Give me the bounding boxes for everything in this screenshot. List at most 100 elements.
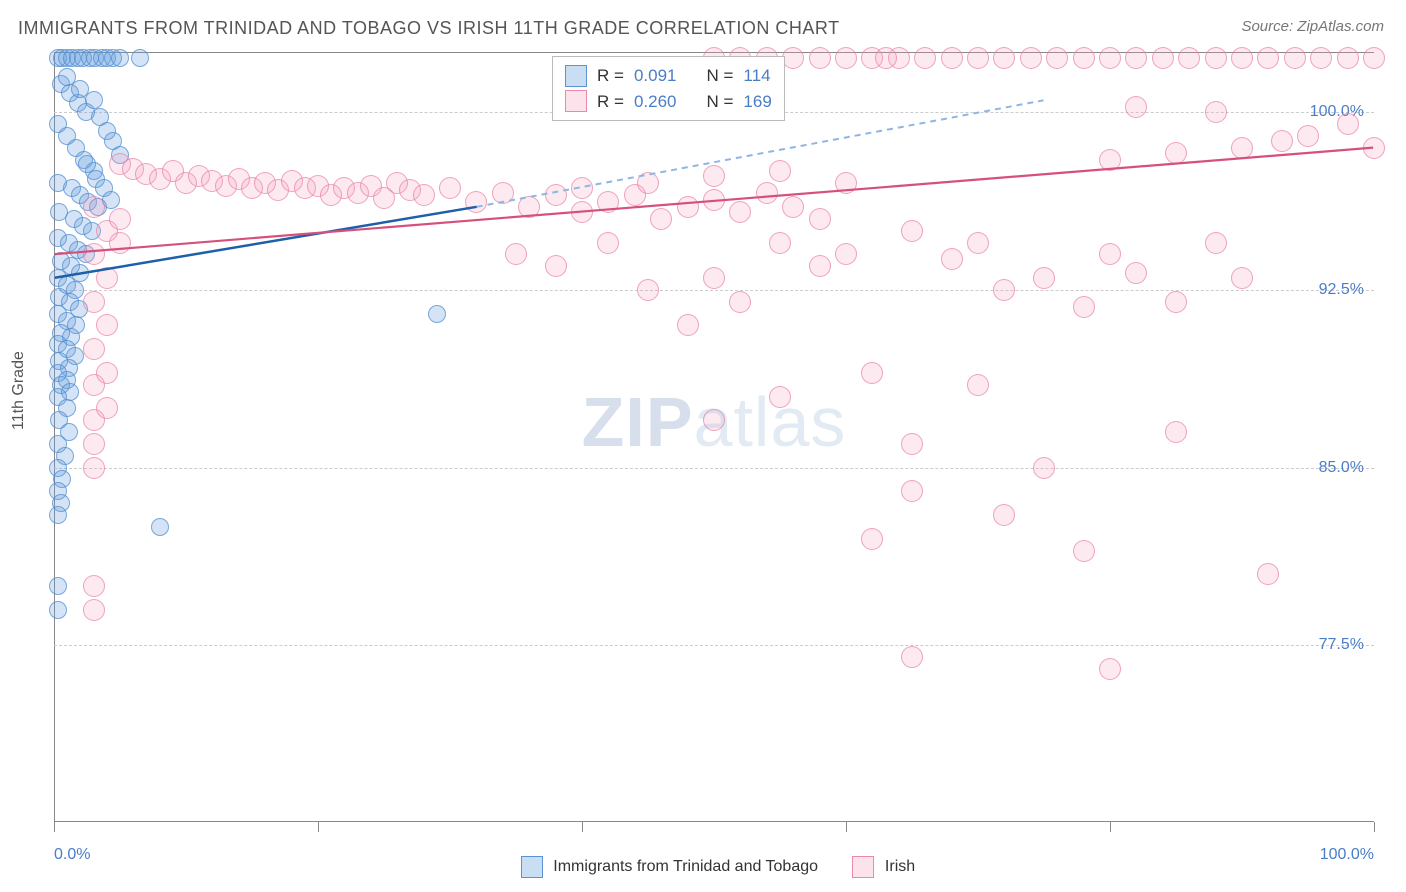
scatter-point-b: [109, 208, 131, 230]
x-tick-label: 0.0%: [54, 846, 90, 864]
y-tick-label: 92.5%: [1319, 281, 1364, 299]
scatter-point-a: [49, 601, 67, 619]
scatter-point-b: [1099, 47, 1121, 69]
scatter-point-b: [571, 201, 593, 223]
scatter-point-b: [1363, 137, 1385, 159]
scatter-point-b: [703, 409, 725, 431]
x-tick-label: 100.0%: [1320, 846, 1374, 864]
scatter-point-b: [1297, 125, 1319, 147]
x-tick-mark: [54, 822, 55, 832]
scatter-point-b: [597, 191, 619, 213]
gridline-h: [54, 468, 1374, 469]
y-axis-title: 11th Grade: [10, 351, 28, 430]
scatter-point-b: [861, 528, 883, 550]
legend-r-value: 0.260: [634, 89, 677, 115]
scatter-point-b: [83, 243, 105, 265]
legend-swatch-b-icon: [852, 856, 874, 878]
scatter-point-b: [993, 47, 1015, 69]
scatter-point-b: [505, 243, 527, 265]
scatter-point-b: [914, 47, 936, 69]
x-tick-mark: [318, 822, 319, 832]
x-tick-mark: [1110, 822, 1111, 832]
scatter-point-b: [809, 208, 831, 230]
scatter-point-b: [465, 191, 487, 213]
scatter-point-b: [769, 232, 791, 254]
scatter-point-b: [650, 208, 672, 230]
scatter-point-b: [96, 362, 118, 384]
legend-swatch-a-icon: [565, 65, 587, 87]
scatter-point-b: [967, 47, 989, 69]
page-root: IMMIGRANTS FROM TRINIDAD AND TOBAGO VS I…: [0, 0, 1406, 892]
scatter-point-b: [1073, 296, 1095, 318]
scatter-point-b: [83, 575, 105, 597]
scatter-point-b: [1231, 267, 1253, 289]
scatter-point-b: [1073, 540, 1095, 562]
legend-label-a: Immigrants from Trinidad and Tobago: [553, 858, 818, 875]
x-axis-line: [54, 821, 1374, 822]
scatter-point-b: [83, 433, 105, 455]
scatter-point-b: [83, 291, 105, 313]
scatter-point-b: [1310, 47, 1332, 69]
scatter-point-b: [1125, 262, 1147, 284]
scatter-point-b: [109, 232, 131, 254]
legend-r-label: R =: [597, 63, 624, 89]
scatter-point-b: [545, 184, 567, 206]
scatter-point-b: [967, 232, 989, 254]
scatter-point-b: [1231, 47, 1253, 69]
scatter-point-b: [993, 279, 1015, 301]
scatter-point-b: [861, 362, 883, 384]
scatter-point-b: [545, 255, 567, 277]
scatter-point-b: [1020, 47, 1042, 69]
legend-n-label: N =: [706, 89, 733, 115]
gridline-h: [54, 645, 1374, 646]
legend-swatch-a-icon: [521, 856, 543, 878]
scatter-point-b: [875, 47, 897, 69]
scatter-point-a: [85, 91, 103, 109]
scatter-point-b: [96, 267, 118, 289]
scatter-point-b: [1125, 47, 1147, 69]
scatter-point-b: [1363, 47, 1385, 69]
scatter-point-b: [413, 184, 435, 206]
scatter-point-b: [1205, 47, 1227, 69]
scatter-point-b: [83, 196, 105, 218]
scatter-point-b: [782, 196, 804, 218]
scatter-point-a: [49, 577, 67, 595]
scatter-point-b: [941, 47, 963, 69]
scatter-point-b: [637, 279, 659, 301]
scatter-point-b: [439, 177, 461, 199]
scatter-point-b: [518, 196, 540, 218]
scatter-point-b: [1152, 47, 1174, 69]
correlation-legend: R = 0.091 N = 114 R = 0.260 N = 169: [552, 56, 785, 121]
legend-label-b: Irish: [885, 858, 915, 875]
scatter-point-a: [151, 518, 169, 536]
scatter-point-b: [756, 182, 778, 204]
legend-n-value: 114: [743, 63, 770, 89]
scatter-point-b: [1337, 113, 1359, 135]
scatter-point-b: [703, 189, 725, 211]
scatter-point-b: [901, 646, 923, 668]
legend-r-label: R =: [597, 89, 624, 115]
scatter-point-b: [729, 291, 751, 313]
scatter-point-b: [637, 172, 659, 194]
scatter-point-b: [492, 182, 514, 204]
scatter-point-b: [1231, 137, 1253, 159]
legend-swatch-b-icon: [565, 90, 587, 112]
legend-row-series-b: R = 0.260 N = 169: [565, 89, 772, 115]
scatter-point-b: [993, 504, 1015, 526]
scatter-point-a: [49, 506, 67, 524]
scatter-point-b: [1257, 47, 1279, 69]
scatter-point-b: [597, 232, 619, 254]
scatter-point-b: [96, 314, 118, 336]
watermark-strong: ZIP: [582, 383, 694, 461]
scatter-point-b: [96, 397, 118, 419]
y-tick-label: 77.5%: [1319, 636, 1364, 654]
scatter-point-b: [677, 314, 699, 336]
scatter-point-b: [83, 599, 105, 621]
scatter-point-b: [769, 160, 791, 182]
scatter-point-b: [83, 338, 105, 360]
scatter-point-b: [835, 47, 857, 69]
scatter-point-b: [782, 47, 804, 69]
legend-n-value: 169: [743, 89, 771, 115]
scatter-point-b: [83, 457, 105, 479]
scatter-point-b: [941, 248, 963, 270]
